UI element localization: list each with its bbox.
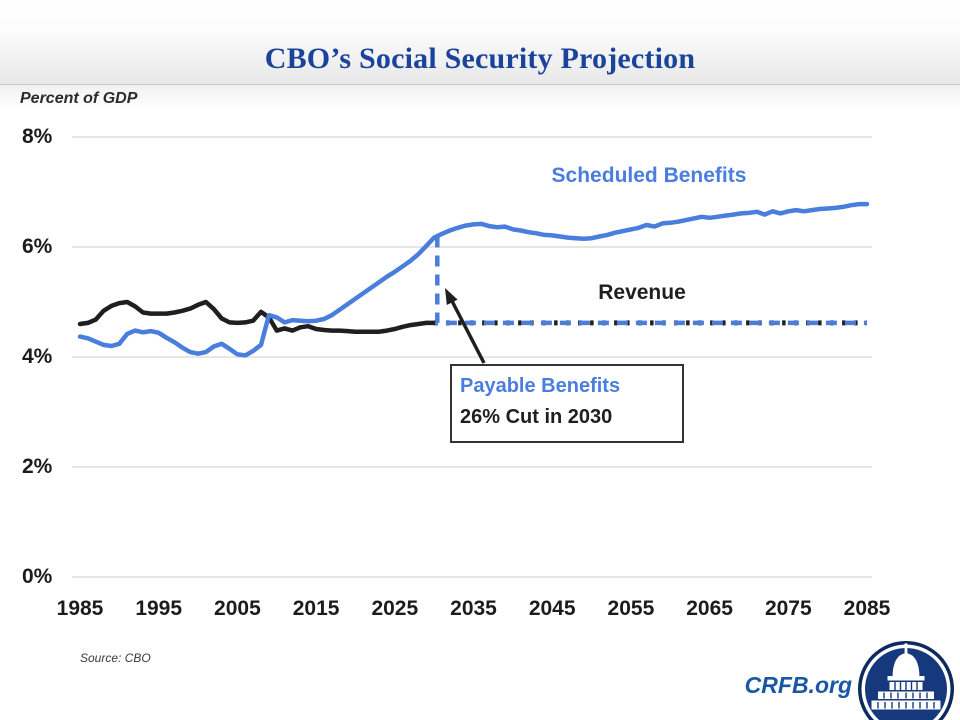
sub-header-band xyxy=(0,85,960,111)
revenue-label: Revenue xyxy=(598,281,686,304)
brand-url: CRFB.org xyxy=(744,672,852,698)
x-tick-label: 2025 xyxy=(371,597,419,620)
y-tick-label: 4% xyxy=(22,345,53,368)
x-tick-label: 1985 xyxy=(56,597,104,620)
page-title: CBO’s Social Security Projection xyxy=(264,42,696,75)
callout-title: Payable Benefits xyxy=(460,375,621,397)
header-band xyxy=(0,0,960,85)
payable-benefits-callout: Payable Benefits 26% Cut in 2030 xyxy=(450,364,684,443)
gridlines xyxy=(72,136,872,578)
x-tick-label: 2005 xyxy=(214,597,261,620)
source-note: Source: CBO xyxy=(80,651,151,665)
capitol-columns xyxy=(877,682,935,709)
callout-arrow xyxy=(445,288,486,364)
x-tick-label: 2055 xyxy=(607,597,655,620)
y-axis-title: Percent of GDP xyxy=(20,90,138,107)
x-tick-label: 2015 xyxy=(292,597,340,620)
y-tick-label: 2% xyxy=(22,455,53,478)
x-tick-label: 2035 xyxy=(450,597,497,620)
capitol-logo xyxy=(858,641,954,720)
payable-benefits-line xyxy=(435,236,867,326)
y-tick-label: 8% xyxy=(22,125,53,148)
y-tick-label: 0% xyxy=(22,565,53,588)
x-tick-label: 2075 xyxy=(764,597,812,620)
scheduled-benefits-line xyxy=(77,201,870,358)
x-tick-label: 2045 xyxy=(528,597,576,620)
y-tick-label: 6% xyxy=(22,235,53,258)
x-tick-label: 1995 xyxy=(135,597,183,620)
revenue-line-historical xyxy=(77,299,437,334)
scheduled-benefits-label: Scheduled Benefits xyxy=(551,164,747,187)
x-tick-label: 2065 xyxy=(686,597,733,620)
callout-detail: 26% Cut in 2030 xyxy=(460,406,613,428)
x-tick-label: 2085 xyxy=(843,597,891,620)
